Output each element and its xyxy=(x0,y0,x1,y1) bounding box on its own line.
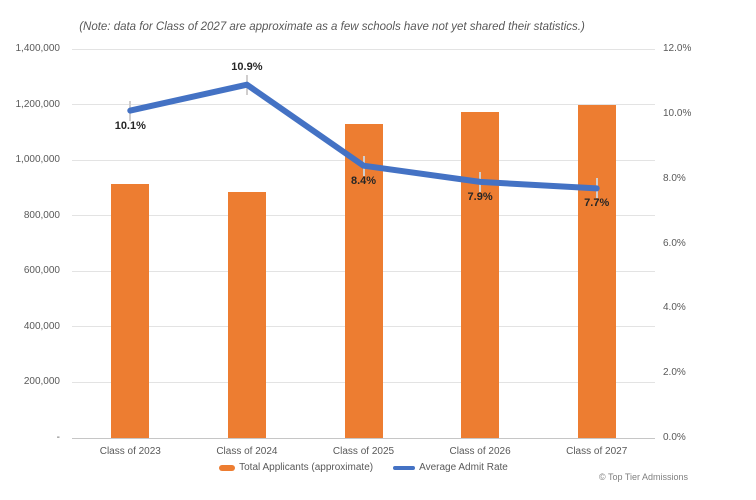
admit-rate-line xyxy=(127,81,600,192)
x-axis-label-class-of-2027: Class of 2027 xyxy=(566,446,628,457)
x-axis-label-class-of-2026: Class of 2026 xyxy=(449,446,511,457)
gridline xyxy=(72,104,655,106)
plot-area: 10.1% 10.9% 8.4% 7.9% 7.7% xyxy=(72,48,655,439)
left-axis-tick: 600,000 xyxy=(23,265,60,277)
legend: Total Applicants (approximate) Average A… xyxy=(72,462,655,473)
legend-item-admit-rate: Average Admit Rate xyxy=(393,462,508,473)
admit-rate-point-label: 10.1% xyxy=(114,119,146,132)
x-axis-line xyxy=(72,437,655,439)
left-axis-tick: 800,000 xyxy=(23,209,60,221)
applicants-bar-class-of-2023 xyxy=(111,183,150,438)
admit-rate-point-label: 10.9% xyxy=(231,60,263,73)
left-axis-tick: 1,200,000 xyxy=(15,98,61,110)
right-axis-tick: 12.0% xyxy=(663,43,692,54)
applicants-bar-class-of-2025 xyxy=(344,124,383,438)
left-axis-tick: 1,400,000 xyxy=(15,43,61,54)
chart-title-note: (Note: data for Class of 2027 are approx… xyxy=(79,21,585,33)
legend-label-admit-rate: Average Admit Rate xyxy=(419,462,508,473)
right-axis-tick: 6.0% xyxy=(663,237,686,249)
gridline xyxy=(72,48,655,50)
x-axis-label-class-of-2023: Class of 2023 xyxy=(99,446,161,457)
left-axis-tick: 200,000 xyxy=(23,376,60,388)
applicants-bar-class-of-2024 xyxy=(227,192,266,438)
left-axis-tick: 400,000 xyxy=(23,320,60,332)
line-series-swatch-icon xyxy=(393,465,416,470)
right-axis-tick: 4.0% xyxy=(663,302,686,314)
left-axis-tick: - xyxy=(56,432,60,443)
admit-rate-polyline xyxy=(127,81,600,192)
legend-item-total-applicants: Total Applicants (approximate) xyxy=(219,462,373,473)
admit-rate-point-label: 8.4% xyxy=(350,174,377,187)
right-axis-tick: 0.0% xyxy=(663,432,686,443)
right-axis-tick: 8.0% xyxy=(663,172,686,184)
admit-rate-point-label: 7.9% xyxy=(467,190,493,203)
bar-series-swatch-icon xyxy=(219,464,236,471)
applicants-bar-class-of-2027 xyxy=(577,104,616,438)
legend-label-total-applicants: Total Applicants (approximate) xyxy=(239,462,374,473)
copyright-text: © Top Tier Admissions xyxy=(599,472,689,482)
right-axis-tick: 2.0% xyxy=(663,367,686,379)
applicants-bar-class-of-2026 xyxy=(461,111,500,438)
x-axis-label-class-of-2024: Class of 2024 xyxy=(216,446,278,457)
x-axis-label-class-of-2025: Class of 2025 xyxy=(332,446,395,457)
right-axis-tick: 10.0% xyxy=(663,107,692,119)
admit-rate-point-label: 7.7% xyxy=(584,197,610,210)
left-axis-tick: 1,000,000 xyxy=(15,154,61,166)
